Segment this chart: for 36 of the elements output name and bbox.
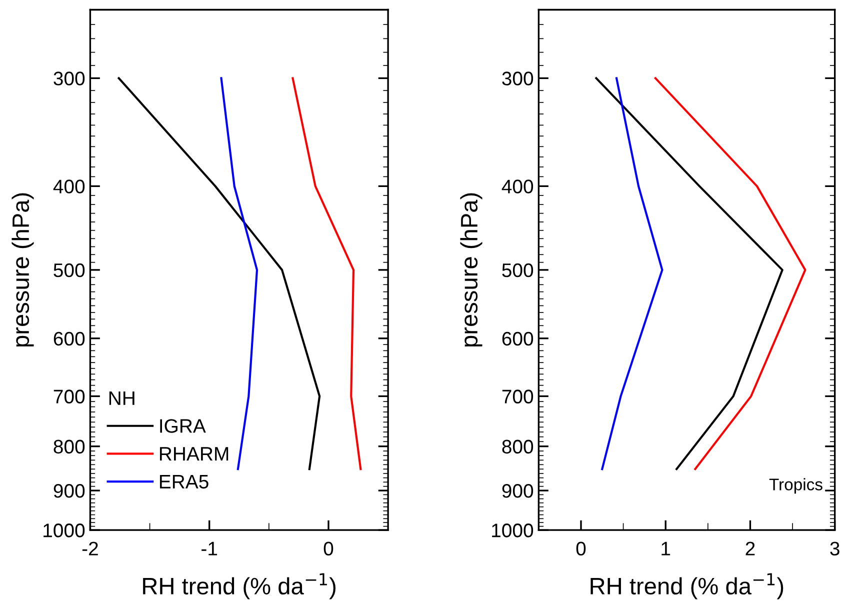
line-series (654, 77, 806, 470)
legend-label: ERA5 (160, 474, 208, 489)
y-axis-title: pressure (hPa) (460, 193, 482, 346)
y-tick-label: 800 (54, 440, 85, 454)
y-tick-label: 700 (54, 390, 85, 404)
legend-label: IGRA (160, 419, 206, 433)
x-tick-label: -1 (202, 542, 218, 556)
y-tick-label: 600 (54, 332, 85, 346)
x-tick-label: 1 (662, 542, 670, 556)
y-tick-label: 800 (502, 440, 534, 454)
y-tick-label: 900 (502, 484, 534, 498)
y-tick-label: 500 (54, 263, 85, 278)
y-tick-label: 1000 (492, 524, 534, 538)
x-axis-title: RH trend (% da$^{−1}$) (143, 573, 336, 600)
y-tick-label: 500 (502, 263, 534, 278)
y-tick-label: 1000 (44, 524, 85, 538)
y-tick-label: 400 (53, 180, 85, 194)
y-tick-label: 300 (502, 72, 534, 86)
y-tick-label: 700 (502, 390, 534, 404)
y-tick-label: 400 (502, 180, 534, 194)
x-tick-label: 2 (746, 542, 755, 556)
x-tick-label: -2 (82, 542, 98, 556)
x-tick-label: 0 (576, 542, 586, 556)
line-series (595, 77, 784, 470)
legend-title: NH (109, 391, 134, 405)
y-axis-title: pressure (hPa) (12, 193, 34, 346)
x-tick-label: 3 (830, 542, 840, 556)
legend-label: RHARM (160, 447, 228, 461)
annotation: Tropics (769, 478, 822, 494)
y-tick-label: 900 (54, 484, 85, 498)
x-axis-title: RH trend (% da$^{−1}$) (590, 573, 784, 600)
line-series (601, 77, 664, 470)
line-series (292, 77, 362, 470)
y-tick-label: 600 (502, 332, 534, 346)
y-tick-label: 300 (54, 72, 85, 86)
x-tick-label: 0 (324, 542, 334, 556)
